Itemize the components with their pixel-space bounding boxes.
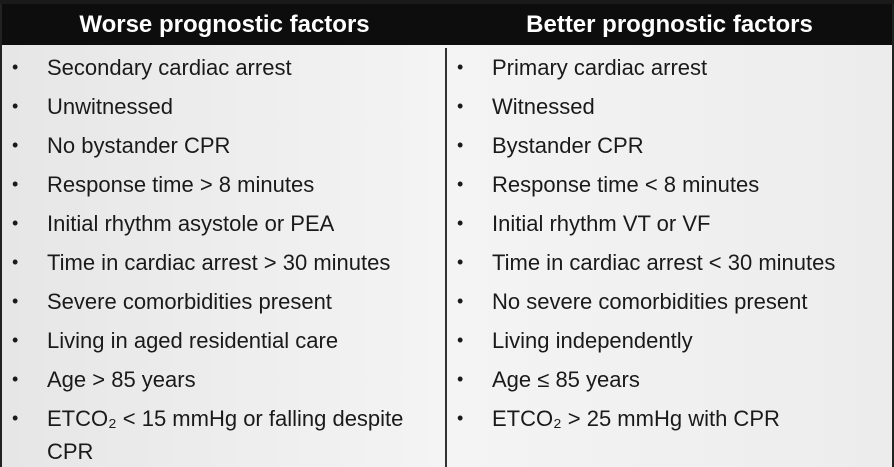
column: Primary cardiac arrestWitnessedBystander… — [447, 48, 892, 467]
bullet-item: Severe comorbidities present — [2, 282, 445, 321]
bullet-item: Response time < 8 minutes — [447, 165, 892, 204]
bullet-item: Unwitnessed — [2, 87, 445, 126]
bullet-item: Living in aged residential care — [2, 321, 445, 360]
bullet-item: Initial rhythm asystole or PEA — [2, 204, 445, 243]
bullet-item: No severe comorbidities present — [447, 282, 892, 321]
bullet-item: Response time > 8 minutes — [2, 165, 445, 204]
bullet-item: Primary cardiac arrest — [447, 48, 892, 87]
table-body: Secondary cardiac arrestUnwitnessedNo by… — [2, 45, 892, 467]
table-header: Worse prognostic factors Better prognost… — [2, 4, 892, 45]
bullet-item: Age > 85 years — [2, 360, 445, 399]
bullet-item: Time in cardiac arrest < 30 minutes — [447, 243, 892, 282]
table: Worse prognostic factors Better prognost… — [0, 4, 894, 467]
bullet-item: Initial rhythm VT or VF — [447, 204, 892, 243]
bullet-item: ETCO₂ < 15 mmHg or falling despite CPR — [2, 399, 445, 467]
bullet-item: ETCO₂ > 25 mmHg with CPR — [447, 399, 892, 438]
column-header: Worse prognostic factors — [79, 10, 370, 38]
bullet-item: Living independently — [447, 321, 892, 360]
bullet-item: Witnessed — [447, 87, 892, 126]
column-header: Better prognostic factors — [526, 10, 813, 38]
bullet-item: Time in cardiac arrest > 30 minutes — [2, 243, 445, 282]
column: Secondary cardiac arrestUnwitnessedNo by… — [2, 48, 447, 467]
bullet-item: Secondary cardiac arrest — [2, 48, 445, 87]
bullet-item: Age ≤ 85 years — [447, 360, 892, 399]
bullet-item: No bystander CPR — [2, 126, 445, 165]
bullet-item: Bystander CPR — [447, 126, 892, 165]
